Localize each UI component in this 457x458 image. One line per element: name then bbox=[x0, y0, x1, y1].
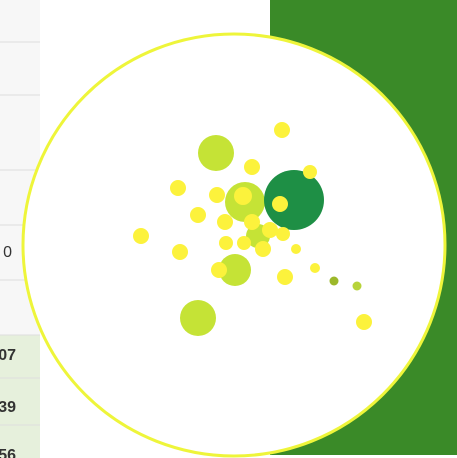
cell: 39 bbox=[0, 399, 16, 416]
bubbles bbox=[133, 122, 372, 336]
cell: 0 bbox=[3, 244, 12, 261]
cell: 07 bbox=[0, 347, 16, 364]
bubble-frame bbox=[21, 32, 447, 458]
row-highlight bbox=[0, 335, 40, 458]
cell: 56 bbox=[0, 447, 16, 458]
